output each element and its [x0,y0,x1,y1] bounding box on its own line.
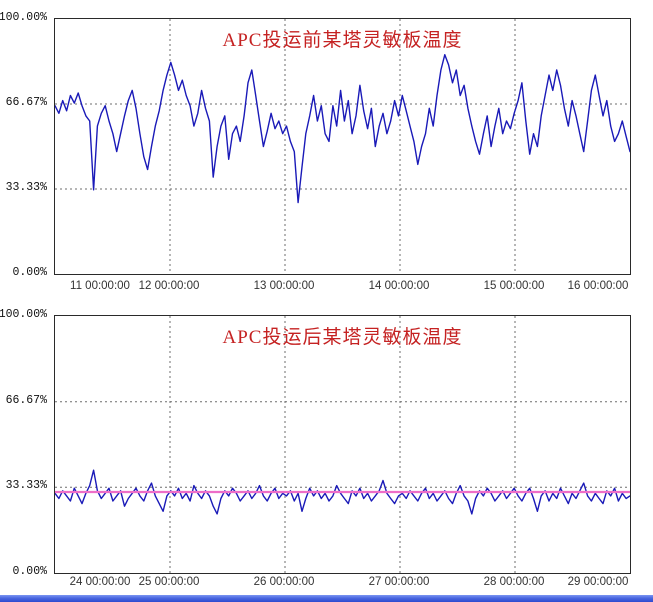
plot-area-post-apc: APC投运后某塔灵敏板温度 [54,315,631,574]
x-tick-label: 15 00:00:00 [483,280,545,292]
y-axis-post-apc: 100.00% 66.67% 33.33% 0.00% [0,308,49,578]
chart-title-pre-apc: APC投运前某塔灵敏板温度 [222,30,463,51]
x-tick-label: 25 00:00:00 [138,576,200,588]
x-tick-label: 29 00:00:00 [567,576,629,588]
pre-apc-chart-svg [55,19,630,274]
y-tick-label: 100.00% [0,308,47,321]
y-tick-label: 33.33% [5,181,47,194]
x-tick-label: 24 00:00:00 [69,576,131,588]
x-tick-label: 13 00:00:00 [253,280,315,292]
window-edge-bar [0,595,653,602]
x-tick-label: 28 00:00:00 [483,576,545,588]
y-tick-label: 100.00% [0,11,47,24]
y-axis-pre-apc: 100.00% 66.67% 33.33% 0.00% [0,11,49,279]
plot-area-pre-apc: APC投运前某塔灵敏板温度 [54,18,631,275]
x-axis-pre-apc: 11 00:00:00 12 00:00:00 13 00:00:00 14 00:0… [54,280,629,294]
chart-title-post-apc: APC投运后某塔灵敏板温度 [222,327,463,348]
x-tick-label: 11 00:00:00 [70,280,130,292]
x-axis-post-apc: 24 00:00:00 25 00:00:00 26 00:00:00 27 00:0… [54,576,629,590]
y-tick-label: 0.00% [12,266,47,279]
post-apc-chart-svg [55,316,630,573]
y-tick-label: 0.00% [12,565,47,578]
y-tick-label: 66.67% [5,394,47,407]
y-tick-label: 66.67% [5,96,47,109]
x-tick-label: 12 00:00:00 [138,280,200,292]
x-tick-label: 14 00:00:00 [368,280,430,292]
x-tick-label: 26 00:00:00 [253,576,315,588]
x-tick-label: 16 00:00:00 [567,280,629,292]
x-tick-label: 27 00:00:00 [368,576,430,588]
y-tick-label: 33.33% [5,479,47,492]
